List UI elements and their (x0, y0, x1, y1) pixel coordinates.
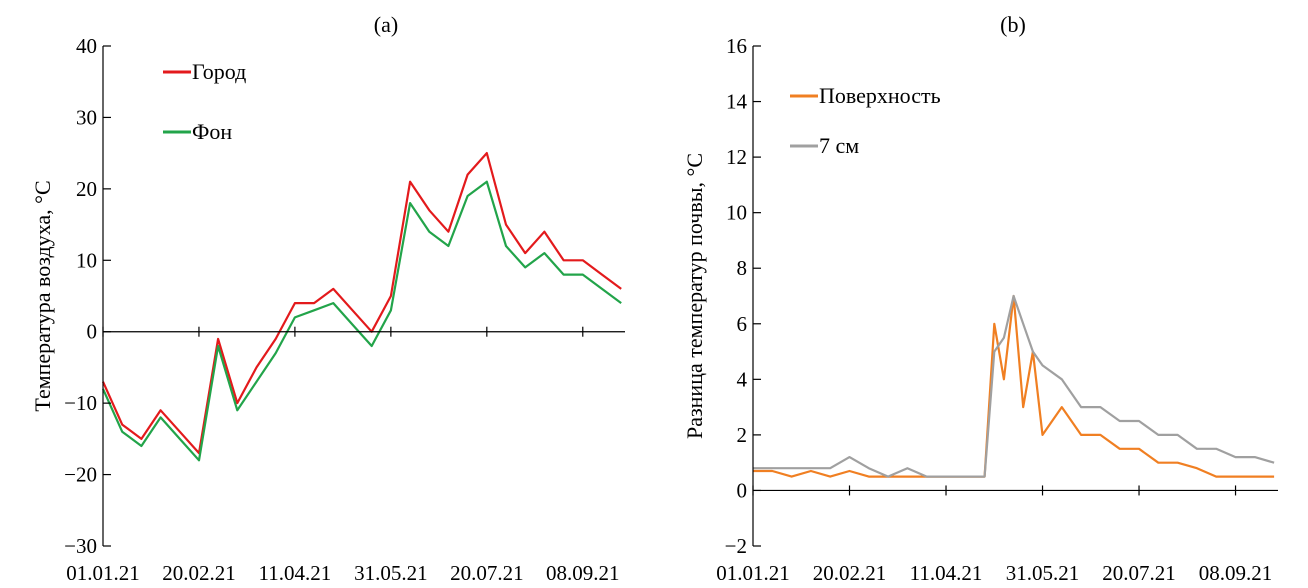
y-tick-label: 8 (737, 256, 748, 280)
series-line-0 (101, 152, 622, 455)
x-tick-label: 20.07.21 (1102, 561, 1176, 583)
x-tick-label: 11.04.21 (259, 561, 332, 583)
x-tick-label: 11.04.21 (910, 561, 983, 583)
x-tick-label: 01.01.21 (66, 561, 140, 583)
x-tick-label: 08.09.21 (546, 561, 620, 583)
y-tick-label: −20 (64, 463, 97, 487)
x-tick-label: 20.02.21 (813, 561, 887, 583)
y-tick-label: 10 (76, 248, 97, 272)
y-tick-label: 12 (726, 145, 747, 169)
y-tick-label: 6 (737, 312, 748, 336)
y-tick-label: 10 (726, 201, 747, 225)
panel-title: (a) (374, 12, 398, 37)
x-tick-label: 31.05.21 (1006, 561, 1080, 583)
y-tick-label: 14 (726, 90, 748, 114)
y-tick-label: 2 (737, 423, 748, 447)
y-tick-label: 0 (87, 320, 98, 344)
x-tick-label: 20.02.21 (162, 561, 236, 583)
legend-label: Поверхность (819, 83, 941, 108)
y-axis-label: Разница температур почвы, °C (682, 153, 707, 439)
y-tick-label: −10 (64, 391, 97, 415)
y-tick-label: 20 (76, 177, 97, 201)
series-line-0 (753, 294, 1275, 478)
x-tick-label: 31.05.21 (354, 561, 428, 583)
legend-label: Фон (192, 119, 232, 144)
y-axis-label: Температура воздуха, °C (30, 180, 55, 411)
x-tick-label: 01.01.21 (716, 561, 790, 583)
y-tick-label: 40 (76, 34, 97, 58)
y-tick-label: 16 (726, 34, 747, 58)
panel-title: (b) (1000, 12, 1026, 37)
x-tick-label: 08.09.21 (1199, 561, 1273, 583)
legend-label: 7 см (819, 133, 859, 158)
y-tick-label: −2 (725, 534, 747, 558)
legend-label: Город (192, 59, 246, 84)
y-tick-label: 0 (737, 478, 748, 502)
series-line-1 (753, 294, 1275, 478)
x-tick-label: 20.07.21 (450, 561, 524, 583)
series-line-1 (101, 180, 622, 462)
y-tick-label: −30 (64, 534, 97, 558)
y-tick-label: 4 (737, 367, 748, 391)
y-tick-label: 30 (76, 105, 97, 129)
